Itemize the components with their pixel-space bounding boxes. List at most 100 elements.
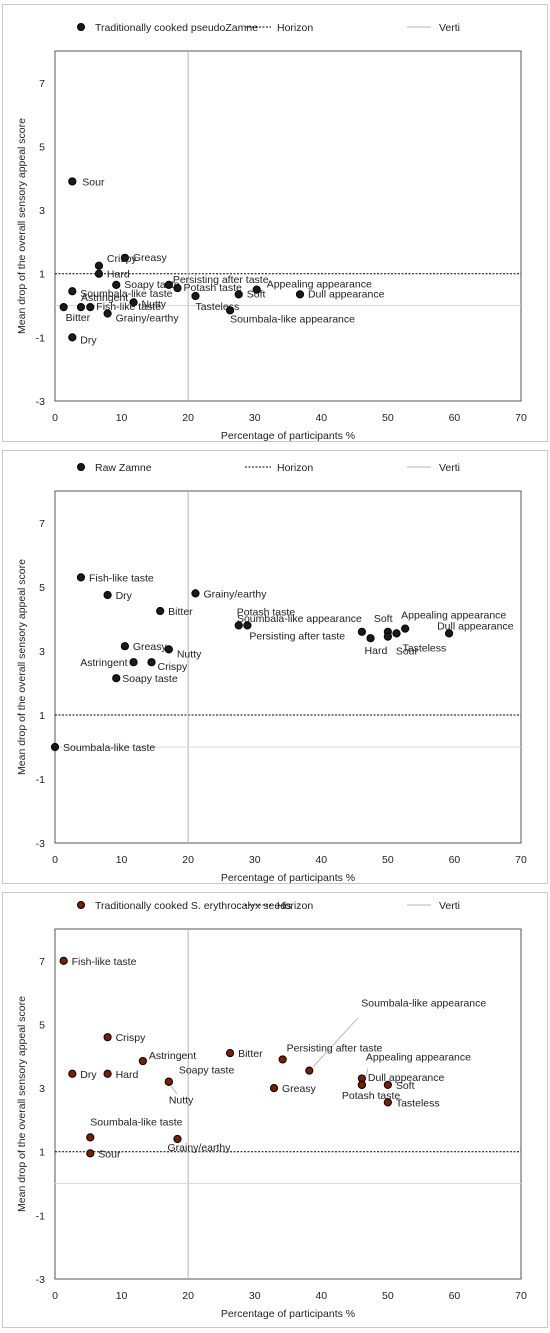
point-label-soft: Soft <box>396 1080 415 1092</box>
point-label-crispy: Crispy <box>116 1032 147 1044</box>
data-point-grainy-earthy <box>173 1134 182 1144</box>
data-point-soumbala-like-appearance <box>357 627 366 636</box>
scatter-chart-2: Raw Zamne Horizon Verti 0 10 20 30 40 50 60 70 -3 -1… <box>16 462 527 884</box>
data-point-soumbala-like-taste <box>50 742 60 752</box>
y-tick-label: -3 <box>36 396 45 408</box>
point-label-soumbala-like-taste: Soumbala-like taste <box>90 1116 182 1128</box>
data-point-crispy <box>94 261 104 270</box>
data-point-tasteless <box>392 629 401 638</box>
point-label-grainy-earthy: Grainy/earthy <box>203 588 267 600</box>
data-point-tasteless <box>191 291 200 301</box>
data-point-bitter <box>59 303 68 312</box>
x-tick-label: 50 <box>382 854 394 866</box>
x-tick-label: 60 <box>449 854 461 866</box>
data-point-crispy <box>103 1033 112 1042</box>
x-tick-label: 30 <box>249 1290 261 1302</box>
data-point-greasy <box>120 642 130 651</box>
x-tick-label: 50 <box>382 412 394 424</box>
x-tick-label: 0 <box>52 854 58 866</box>
point-label-sour: Sour <box>396 646 419 658</box>
y-tick-label: -1 <box>36 1210 45 1222</box>
point-label-sour: Sour <box>98 1148 121 1160</box>
x-axis-label: Percentage of participants % <box>221 430 355 442</box>
data-point-dry <box>68 333 77 342</box>
data-point-persisting-after-taste <box>164 280 173 289</box>
x-tick-label: 0 <box>52 412 58 424</box>
chart-panel-raw-cooked-pseudozamne: Traditionally cooked pseudoZamne Horizon V… <box>2 4 548 442</box>
point-label-soumbala-like-appearance: Soumbala-like appearance <box>237 613 362 625</box>
point-label-astringent: Astringent <box>149 1050 196 1062</box>
chart-panel-raw-zamne: Raw Zamne Horizon Verti 0 10 20 30 40 50 60 70 -3 -1… <box>2 450 548 884</box>
point-label-fish-like-taste: Fish-like taste <box>89 572 154 584</box>
plot-area-frame <box>54 50 522 402</box>
point-label-fish-like-taste: Fish-like taste <box>72 956 137 968</box>
x-tick-label: 20 <box>182 854 194 866</box>
point-label-persisting-after-taste: Persisting after taste <box>249 630 345 642</box>
point-label-greasy: Greasy <box>133 641 168 653</box>
data-point-grainy-earthy <box>191 589 200 598</box>
y-tick-label: 5 <box>39 141 45 153</box>
data-point-astringent <box>76 303 86 312</box>
data-point-dry <box>68 1069 77 1078</box>
point-label-grainy-earthy: Grainy/earthy <box>167 1142 231 1154</box>
x-tick-label: 70 <box>515 854 527 866</box>
legend-label-horizon: Horizon <box>277 900 313 912</box>
legend-marker-icon <box>77 23 85 31</box>
legend-label-horizon: Horizon <box>277 22 313 34</box>
scatter-chart-3: Traditionally cooked S. erythrocalyx see… <box>16 900 527 1320</box>
data-point-dry <box>103 590 112 600</box>
x-tick-label: 60 <box>449 1290 461 1302</box>
data-point-astringent <box>129 658 138 667</box>
y-tick-label: 7 <box>39 78 45 90</box>
point-label-crispy: Crispy <box>107 253 138 265</box>
x-tick-label: 60 <box>449 412 461 424</box>
x-tick-label: 10 <box>116 412 128 424</box>
x-axis-label: Percentage of participants % <box>221 872 355 884</box>
data-point-soft <box>234 290 243 299</box>
legend: Raw Zamne Horizon Verti <box>77 462 460 474</box>
x-tick-label: 70 <box>515 1290 527 1302</box>
data-point-fish-like-taste <box>59 956 68 965</box>
y-tick-label: 1 <box>39 710 45 722</box>
x-tick-label: 10 <box>116 854 128 866</box>
data-point-soumbala-like-appearance <box>305 1066 314 1075</box>
y-tick-label: 5 <box>39 1019 45 1031</box>
x-tick-label: 40 <box>315 1290 327 1302</box>
data-point-grainy-earthy <box>103 309 112 318</box>
point-label-tasteless: Tasteless <box>403 642 447 654</box>
data-point-bitter <box>156 606 165 616</box>
x-tick-label: 20 <box>182 412 194 424</box>
x-tick-label: 50 <box>382 1290 394 1302</box>
data-point-potash-taste <box>357 1080 366 1090</box>
data-point-astringent <box>138 1056 147 1066</box>
y-tick-label: -1 <box>36 774 45 786</box>
legend-marker-icon <box>77 463 85 471</box>
y-tick-label: 3 <box>39 1083 45 1095</box>
point-label-hard: Hard <box>107 269 130 281</box>
data-point-bitter <box>225 1048 235 1058</box>
point-label-appealing-appearance: Appealing appearance <box>366 1052 471 1064</box>
point-label-greasy: Greasy <box>133 252 168 264</box>
point-label-soumbala-like-taste: Soumbala-like taste <box>63 742 155 754</box>
point-label-bitter: Bitter <box>66 312 91 324</box>
y-tick-label: 1 <box>39 269 45 281</box>
y-tick-label: -1 <box>36 332 45 344</box>
data-point-nutty <box>164 1077 173 1086</box>
point-label-potash-taste: Potash taste <box>342 1090 401 1102</box>
data-point-fish-like-taste <box>76 573 86 582</box>
data-point-dull-appearance <box>445 629 454 638</box>
data-point-appealing-appearance <box>401 624 410 633</box>
x-tick-label: 30 <box>249 412 261 424</box>
chart-panel-s-erythrocalyx: Traditionally cooked S. erythrocalyx see… <box>2 892 548 1328</box>
data-point-hard <box>103 1069 112 1078</box>
x-tick-label: 70 <box>515 412 527 424</box>
point-label-appealing-appearance: Appealing appearance <box>401 610 506 622</box>
x-tick-label: 0 <box>52 1290 58 1302</box>
legend: Traditionally cooked S. erythrocalyx see… <box>77 900 460 912</box>
point-label-astringent: Astringent <box>80 657 127 669</box>
point-label-soumbala-like-appearance: Soumbala-like appearance <box>230 313 355 325</box>
point-label-soumbala-like-appearance: Soumbala-like appearance <box>361 998 486 1010</box>
legend-label-traditionally-cooked-s-erythrocalyx-seeds: Traditionally cooked S. erythrocalyx see… <box>95 900 291 912</box>
legend-label-verti: Verti <box>439 900 460 912</box>
point-label-grainy-earthy: Grainy/earthy <box>116 313 180 325</box>
